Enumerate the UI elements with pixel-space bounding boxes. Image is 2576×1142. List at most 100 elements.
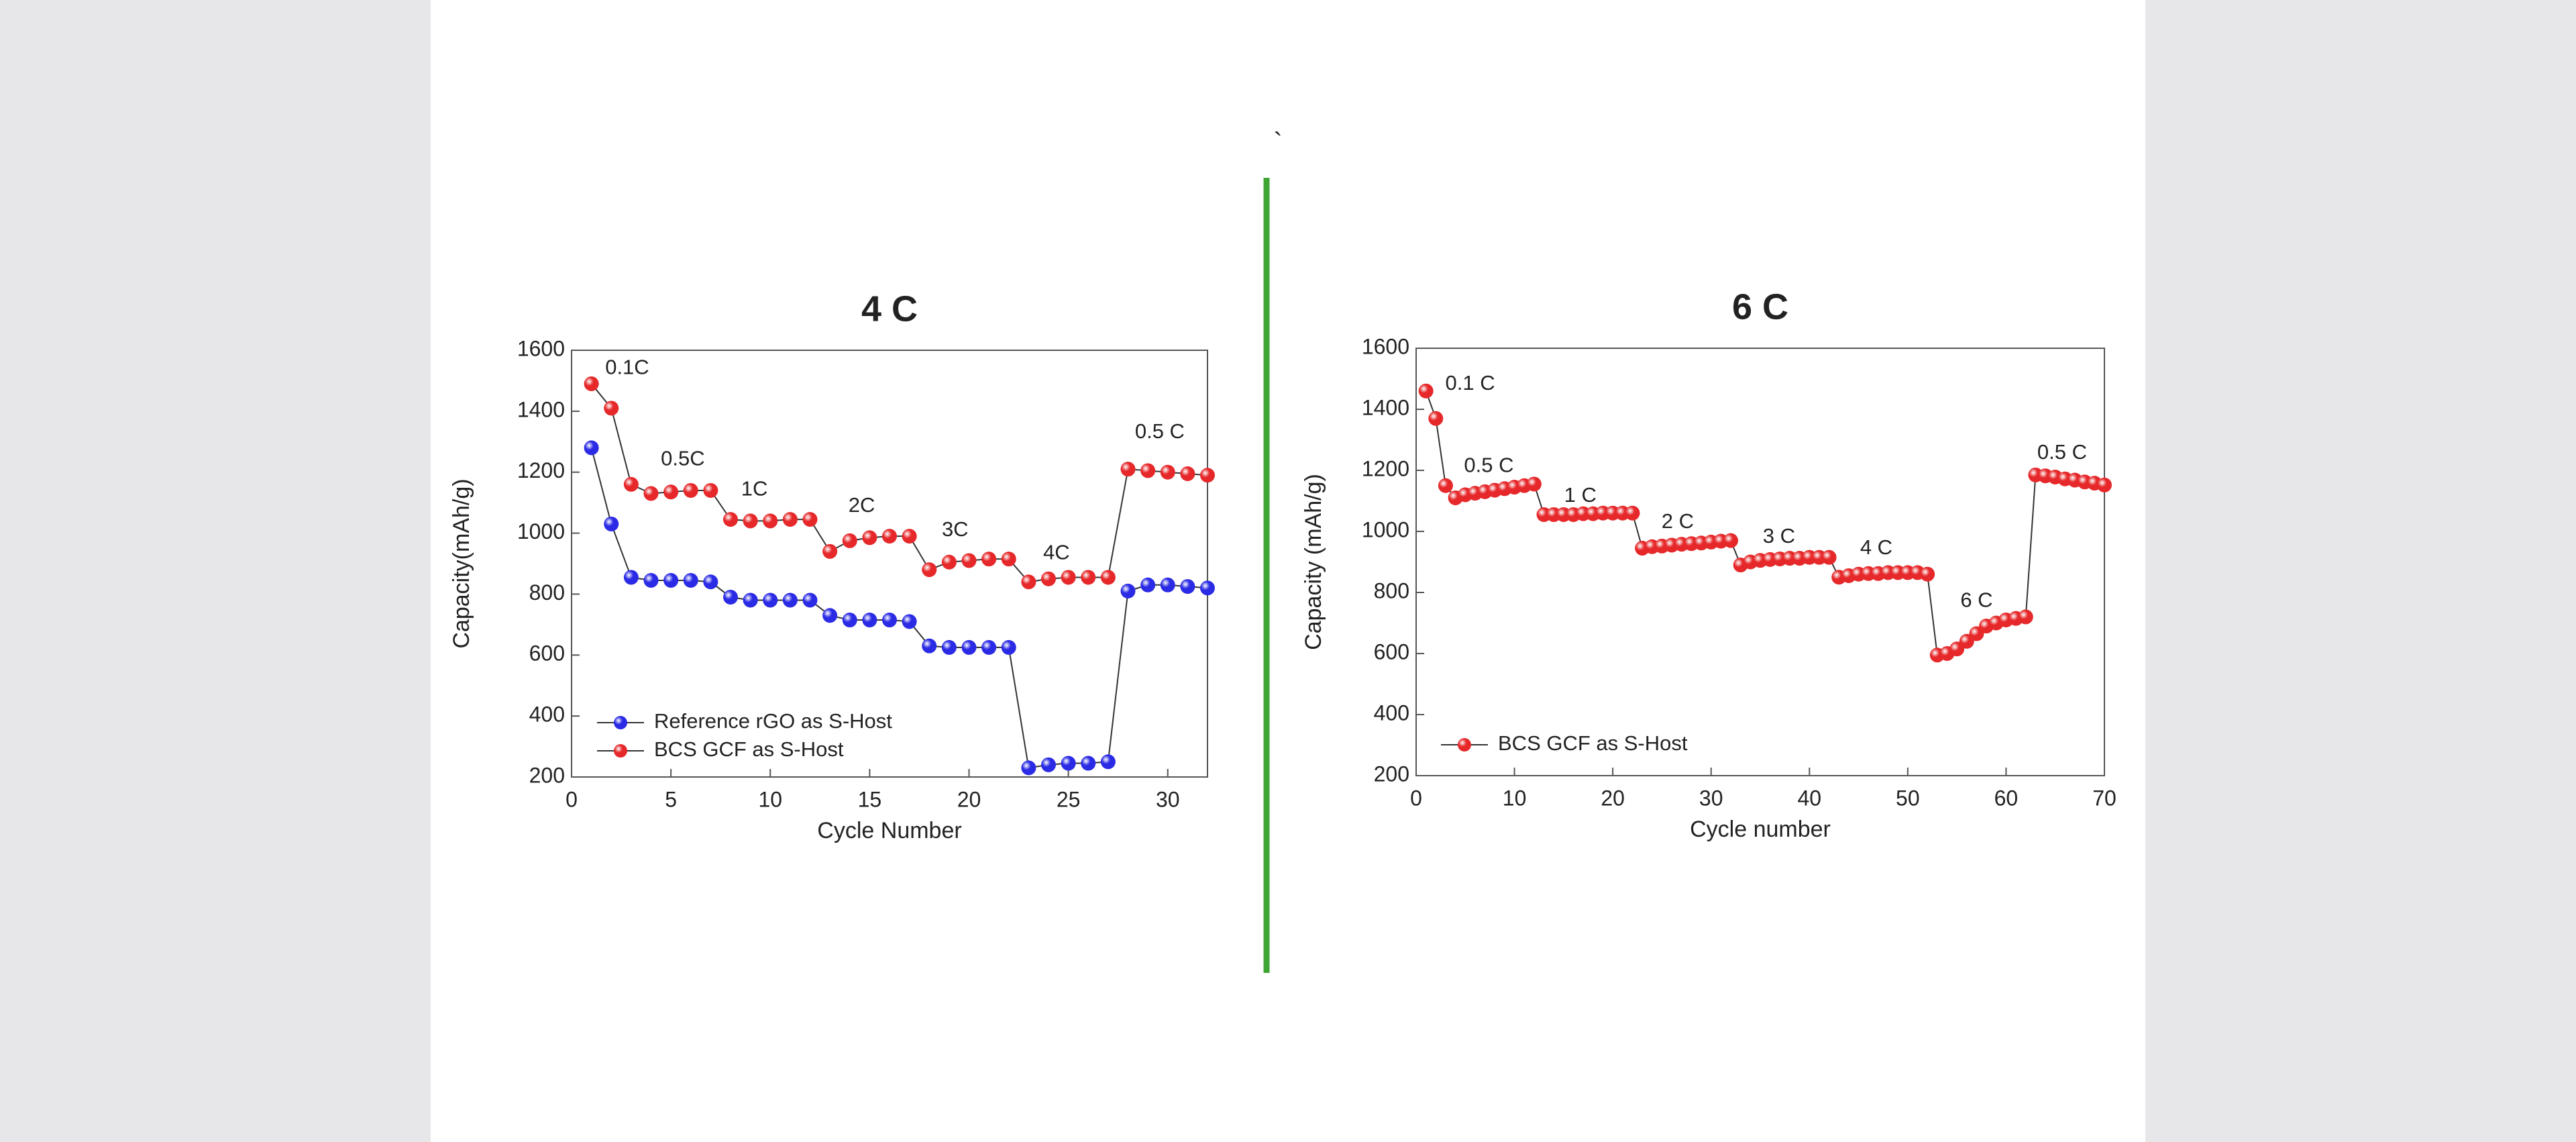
x-tick-label: 20 [957, 787, 981, 811]
stray-mark: ` [1273, 128, 1282, 158]
annotation: 6 C [1960, 588, 1992, 611]
legend-label: BCS GCF as S-Host [654, 737, 844, 761]
data-point [604, 401, 619, 416]
data-point [922, 562, 937, 578]
data-point [703, 482, 718, 498]
x-tick-label: 0 [566, 787, 578, 811]
data-point [1723, 533, 1739, 548]
x-tick-label: 70 [2092, 786, 2116, 810]
annotation: 1 C [1564, 483, 1597, 507]
annotation: 0.5 C [1135, 419, 1185, 443]
legend-label: BCS GCF as S-Host [1498, 731, 1688, 755]
data-point [1180, 579, 1195, 594]
data-point [902, 614, 917, 629]
data-point [822, 608, 838, 623]
data-point [1625, 505, 1640, 521]
data-point [1200, 468, 1215, 483]
data-point [1041, 571, 1056, 586]
data-point [1021, 574, 1036, 590]
data-point [1160, 464, 1175, 480]
data-point [663, 484, 679, 500]
data-point [1021, 760, 1036, 776]
x-tick-label: 20 [1601, 786, 1625, 810]
plot-frame [571, 350, 1208, 778]
data-point [703, 574, 718, 590]
y-axis-label: Capacity (mAh/g) [1301, 474, 1326, 650]
chart-title: 6 C [1732, 287, 1788, 327]
data-point [643, 572, 659, 588]
data-point [584, 376, 599, 391]
data-point [1920, 566, 1935, 582]
data-point [763, 592, 778, 608]
data-point [862, 530, 877, 546]
data-point [1120, 462, 1136, 477]
data-point [961, 639, 977, 655]
data-point [1438, 478, 1453, 493]
annotation: 2 C [1662, 509, 1694, 533]
y-tick-label: 600 [1374, 639, 1409, 664]
y-tick-label: 400 [1374, 700, 1409, 725]
data-point [941, 554, 957, 570]
x-tick-label: 30 [1156, 787, 1180, 811]
data-point [1081, 756, 1096, 771]
data-point [882, 613, 897, 628]
annotation: 3C [942, 517, 969, 541]
x-tick-label: 25 [1057, 787, 1081, 811]
data-point [1821, 550, 1837, 565]
data-point [961, 553, 977, 568]
annotation: 0.5 C [1464, 454, 1513, 477]
annotation: 4C [1043, 541, 1070, 564]
x-tick-label: 10 [1503, 786, 1527, 810]
data-point [1001, 552, 1016, 567]
data-point [604, 516, 619, 531]
data-point [683, 572, 698, 588]
data-point [842, 613, 857, 628]
data-point [822, 543, 838, 559]
data-point [2018, 609, 2033, 625]
data-point [882, 529, 897, 544]
data-point [683, 482, 698, 498]
x-axis-label: Cycle number [1690, 817, 1831, 842]
annotation: 0.5C [661, 447, 704, 470]
y-tick-label: 1400 [1362, 395, 1409, 419]
data-point [902, 529, 917, 544]
y-tick-label: 1000 [1362, 517, 1409, 541]
data-point [941, 639, 957, 655]
data-point [981, 639, 997, 655]
y-tick-label: 1600 [1362, 334, 1409, 358]
data-point [922, 638, 937, 654]
y-tick-label: 1600 [517, 336, 565, 360]
y-tick-label: 400 [529, 703, 565, 727]
y-tick-label: 1200 [1362, 456, 1409, 480]
data-point [1140, 577, 1156, 592]
data-point [623, 570, 639, 585]
data-point [981, 552, 997, 567]
data-point [802, 592, 818, 608]
y-tick-label: 200 [1374, 762, 1409, 786]
data-point [723, 589, 738, 605]
legend-label: Reference rGO as S-Host [654, 709, 892, 733]
y-tick-label: 600 [529, 641, 565, 666]
series-line [590, 383, 1208, 583]
data-point [1001, 639, 1016, 655]
data-point [1418, 383, 1434, 399]
annotation: 0.1C [605, 355, 649, 378]
data-point [802, 512, 818, 527]
data-point [663, 572, 679, 588]
data-point [2097, 477, 2112, 492]
data-point [1140, 463, 1156, 478]
data-point [862, 613, 877, 628]
y-tick-label: 1400 [517, 397, 565, 421]
annotation: 1C [741, 476, 768, 500]
chart-title: 4 C [861, 289, 918, 329]
legend-marker [1458, 738, 1471, 751]
data-point [1041, 757, 1056, 772]
data-point [1120, 583, 1136, 599]
y-tick-label: 800 [529, 580, 565, 605]
data-point [1180, 466, 1195, 481]
data-point [1160, 577, 1175, 592]
annotation: 3 C [1763, 524, 1795, 548]
data-point [643, 486, 659, 501]
